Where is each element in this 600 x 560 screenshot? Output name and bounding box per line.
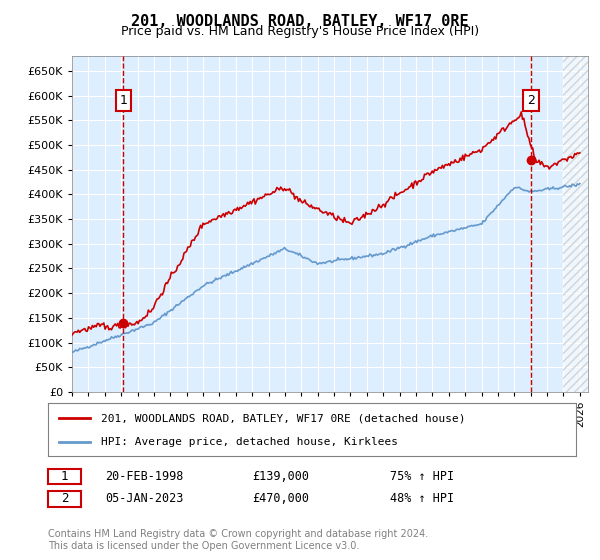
Text: 201, WOODLANDS ROAD, BATLEY, WF17 0RE (detached house): 201, WOODLANDS ROAD, BATLEY, WF17 0RE (d… [101, 413, 466, 423]
Text: 2: 2 [527, 94, 535, 107]
Text: 1: 1 [61, 470, 68, 483]
Text: 1: 1 [119, 94, 127, 107]
Text: £139,000: £139,000 [252, 470, 309, 483]
Text: £470,000: £470,000 [252, 492, 309, 506]
Text: 75% ↑ HPI: 75% ↑ HPI [390, 470, 454, 483]
Text: Price paid vs. HM Land Registry's House Price Index (HPI): Price paid vs. HM Land Registry's House … [121, 25, 479, 38]
Text: 48% ↑ HPI: 48% ↑ HPI [390, 492, 454, 506]
Text: 05-JAN-2023: 05-JAN-2023 [105, 492, 184, 506]
Text: 201, WOODLANDS ROAD, BATLEY, WF17 0RE: 201, WOODLANDS ROAD, BATLEY, WF17 0RE [131, 14, 469, 29]
Text: HPI: Average price, detached house, Kirklees: HPI: Average price, detached house, Kirk… [101, 436, 398, 446]
Text: Contains HM Land Registry data © Crown copyright and database right 2024.
This d: Contains HM Land Registry data © Crown c… [48, 529, 428, 551]
Text: 20-FEB-1998: 20-FEB-1998 [105, 470, 184, 483]
Text: 2: 2 [61, 492, 68, 506]
